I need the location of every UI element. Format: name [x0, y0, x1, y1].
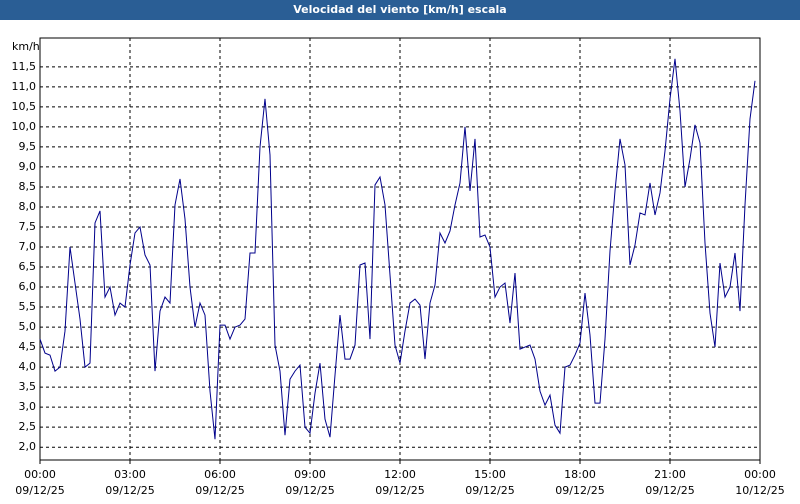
- y-tick-label: 10,5: [12, 100, 37, 113]
- x-tick-label: 09:00: [294, 468, 326, 481]
- x-tick-date: 09/12/25: [285, 484, 334, 497]
- y-tick-label: 2,0: [19, 440, 37, 453]
- x-tick-label: 21:00: [654, 468, 686, 481]
- y-tick-label: 6,5: [19, 260, 37, 273]
- x-tick-label: 03:00: [114, 468, 146, 481]
- x-tick-label: 00:00: [744, 468, 776, 481]
- y-tick-label: 11,5: [12, 60, 37, 73]
- x-tick-label: 06:00: [204, 468, 236, 481]
- y-tick-label: 7,5: [19, 220, 37, 233]
- x-tick-label: 12:00: [384, 468, 416, 481]
- x-tick-date: 09/12/25: [375, 484, 424, 497]
- y-tick-label: 8,5: [19, 180, 37, 193]
- data-line: [39, 58, 756, 440]
- x-tick-date: 09/12/25: [465, 484, 514, 497]
- y-axis-label: km/h: [12, 40, 40, 53]
- y-tick-label: 5,5: [19, 300, 37, 313]
- x-tick-date: 09/12/25: [555, 484, 604, 497]
- y-tick-label: 7,0: [19, 240, 37, 253]
- x-tick-date: 09/12/25: [15, 484, 64, 497]
- y-tick-label: 3,0: [19, 400, 37, 413]
- y-tick-label: 4,5: [19, 340, 37, 353]
- y-tick-label: 9,0: [19, 160, 37, 173]
- x-tick-date: 09/12/25: [195, 484, 244, 497]
- x-tick-date: 09/12/25: [645, 484, 694, 497]
- x-tick-label: 18:00: [564, 468, 596, 481]
- y-tick-label: 2,5: [19, 420, 37, 433]
- y-tick-label: 9,5: [19, 140, 37, 153]
- y-tick-label: 4,0: [19, 360, 37, 373]
- y-tick-label: 5,0: [19, 320, 37, 333]
- chart-title: Velocidad del viento [km/h] escala: [293, 3, 506, 16]
- x-tick-label: 15:00: [474, 468, 506, 481]
- title-bar: [0, 0, 800, 20]
- x-tick-date: 10/12/25: [735, 484, 784, 497]
- y-tick-label: 6,0: [19, 280, 37, 293]
- y-tick-label: 8,0: [19, 200, 37, 213]
- x-tick-date: 09/12/25: [105, 484, 154, 497]
- y-tick-label: 11,0: [12, 80, 37, 93]
- y-tick-label: 3,5: [19, 380, 37, 393]
- y-tick-label: 10,0: [12, 120, 37, 133]
- x-tick-label: 00:00: [24, 468, 56, 481]
